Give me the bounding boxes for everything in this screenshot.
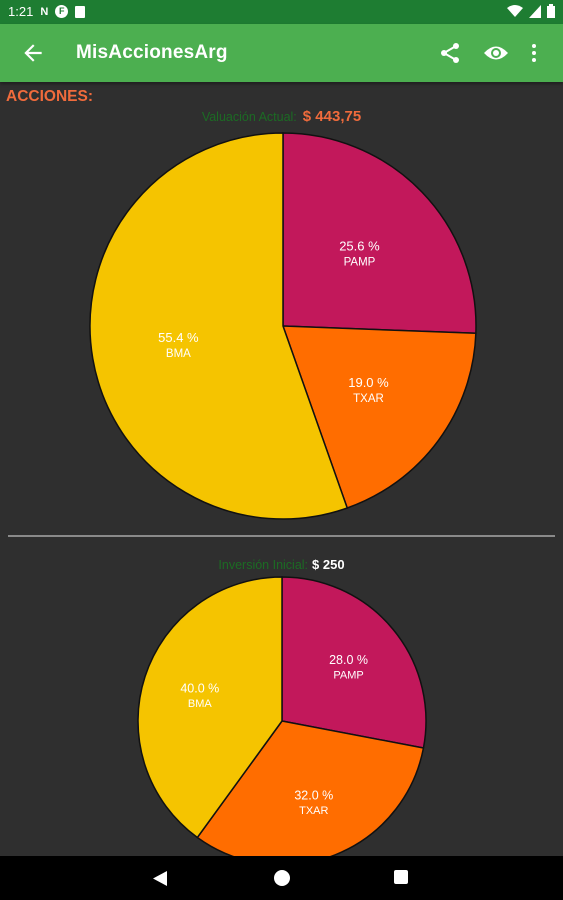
- battery-icon: [547, 4, 555, 18]
- app-title: MisAccionesArg: [76, 42, 228, 63]
- investment-caption: Inversión Inicial: $ 250: [0, 556, 563, 574]
- pie-slice-bma: [89, 132, 349, 520]
- slice-name-label: TXAR: [299, 805, 328, 817]
- slice-percent-label: 55.4 %: [158, 330, 199, 345]
- slice-name-label: PAMP: [344, 256, 376, 268]
- valuation-value: $ 443,75: [302, 108, 362, 125]
- valuation-caption: Valuación Actual: $ 443,75: [0, 108, 563, 126]
- nav-recents-icon[interactable]: [394, 870, 408, 884]
- slice-name-label: BMA: [188, 698, 213, 710]
- section-title: ACCIONES:: [6, 88, 93, 105]
- status-time: 1:21: [8, 4, 34, 19]
- nav-back-icon[interactable]: [153, 871, 167, 886]
- investment-pie-chart: 28.0 % PAMP 32.0 % TXAR 40.0 % BMA: [137, 576, 427, 866]
- wifi-icon: [507, 4, 523, 17]
- slice-percent-label: 32.0 %: [294, 788, 333, 802]
- slice-name-label: BMA: [166, 348, 191, 360]
- sd-card-icon: [75, 5, 86, 18]
- navigation-bar: [0, 856, 563, 900]
- slice-percent-label: 40.0 %: [180, 681, 219, 695]
- pie-slice-pamp: [281, 576, 427, 749]
- slice-percent-label: 25.6 %: [339, 238, 380, 253]
- slice-percent-label: 19.0 %: [348, 375, 389, 390]
- eye-icon[interactable]: [483, 41, 509, 65]
- status-bar: 1:21 N F: [0, 0, 563, 24]
- investment-value: $ 250: [312, 557, 345, 572]
- cell-signal-icon: [529, 4, 541, 18]
- more-vert-icon[interactable]: [527, 41, 541, 65]
- slice-percent-label: 28.0 %: [329, 653, 368, 667]
- notification-n-icon: N: [40, 5, 49, 18]
- pie-slice-pamp: [282, 132, 477, 335]
- slice-name-label: PAMP: [333, 669, 363, 681]
- divider: [8, 535, 555, 537]
- pie-slice-txar: [196, 720, 425, 866]
- share-icon[interactable]: [438, 41, 462, 65]
- back-arrow-icon[interactable]: [20, 40, 46, 66]
- nav-home-icon[interactable]: [274, 870, 290, 886]
- slice-name-label: TXAR: [353, 393, 384, 405]
- valuation-pie-chart: 25.6 % PAMP 19.0 % TXAR 55.4 % BMA: [89, 132, 477, 520]
- notification-f-icon: F: [55, 5, 69, 18]
- investment-label: Inversión Inicial:: [218, 558, 309, 572]
- pie-slice-bma: [137, 576, 283, 839]
- valuation-label: Valuación Actual:: [201, 110, 297, 124]
- app-bar: MisAccionesArg: [0, 24, 563, 82]
